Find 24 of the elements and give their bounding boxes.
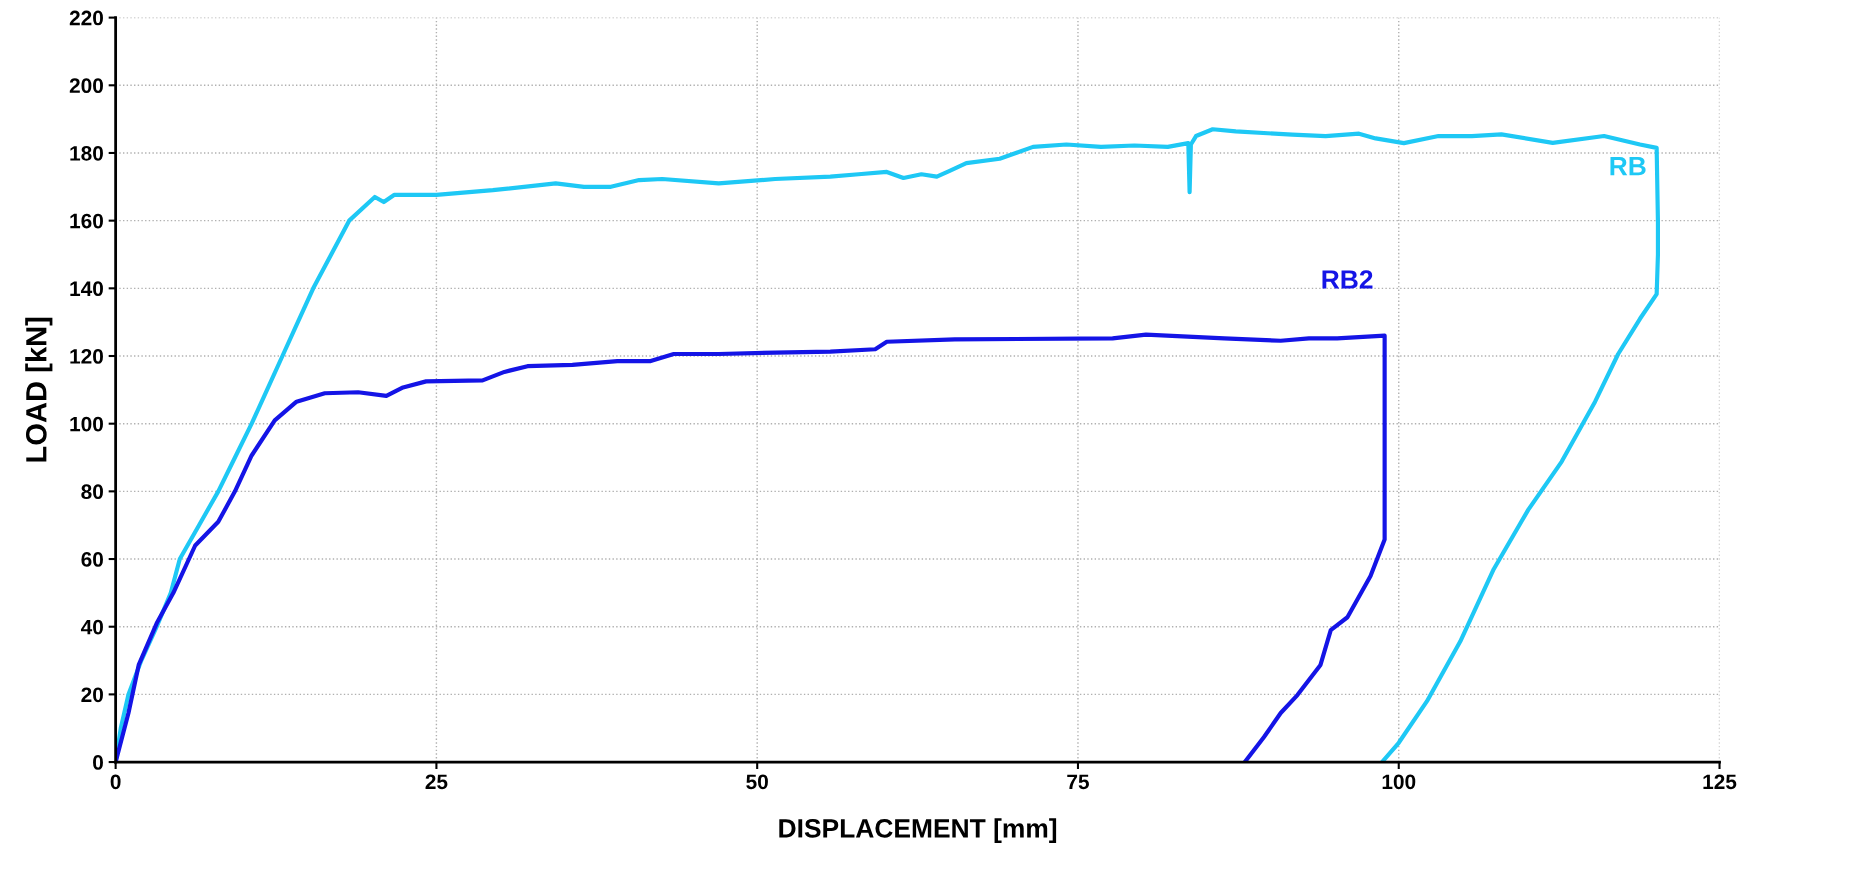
series-label: RB2 [1322,270,1373,289]
series-label: RB [1610,157,1646,176]
y-tick-label: 180 [70,145,103,161]
y-tick-label: 160 [70,213,103,229]
x-tick-label: 125 [1703,774,1737,790]
x-tick-label: 25 [425,774,448,790]
y-axis-title: LOAD [kN] [25,317,53,462]
y-tick-label: 200 [69,78,103,94]
line-series [115,332,1387,763]
x-tick-label: 100 [1382,774,1416,790]
x-tick-label: 0 [110,774,121,790]
y-tick-label: 20 [81,687,103,703]
y-tick-label: 100 [70,416,103,432]
y-tick-label: 60 [81,552,103,567]
x-axis-title: DISPLACEMENT [mm] [779,818,1057,843]
y-tick-label: 0 [93,755,103,770]
x-tick-label: 50 [746,774,768,790]
y-tick-label: 40 [80,619,103,635]
y-tick-label: 80 [81,484,103,500]
x-tick-label: 75 [1067,774,1089,790]
y-tick-label: 220 [69,10,103,26]
line-series [115,127,1661,763]
y-tick-label: 140 [70,281,103,297]
y-tick-label: 120 [70,349,103,364]
